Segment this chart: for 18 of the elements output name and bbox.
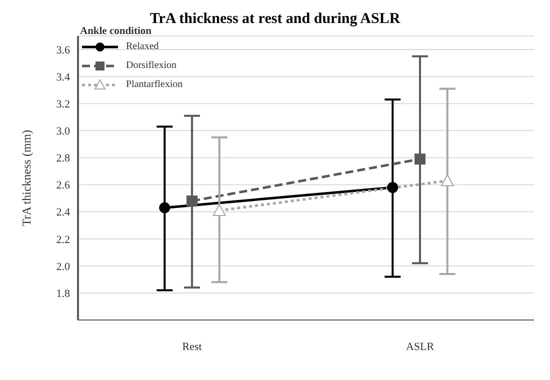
legend-label: Relaxed [126, 41, 159, 52]
legend-label: Dorsiflexion [126, 60, 177, 71]
y-tick-label: 3.0 [56, 126, 70, 138]
y-tick-label: 3.6 [56, 44, 70, 56]
y-tick-label: 3.4 [56, 71, 70, 84]
y-tick-label: 2.4 [56, 206, 70, 219]
y-tick-label: 2.0 [56, 260, 70, 273]
x-tick-label: ASLR [406, 340, 435, 353]
x-tick-label: Rest [182, 340, 202, 353]
y-tick-label: 2.8 [56, 152, 70, 165]
legend-title: Ankle condition [80, 26, 152, 37]
y-tick-label: 2.2 [56, 234, 70, 246]
y-tick-label: 1.8 [56, 288, 70, 300]
y-tick-label: 2.6 [56, 180, 70, 192]
y-axis-title: TrA thickness (mm) [19, 130, 34, 226]
legend-label: Plantarflexion [126, 79, 183, 90]
chart-title: TrA thickness at rest and during ASLR [150, 10, 402, 27]
y-tick-label: 3.2 [56, 98, 70, 111]
